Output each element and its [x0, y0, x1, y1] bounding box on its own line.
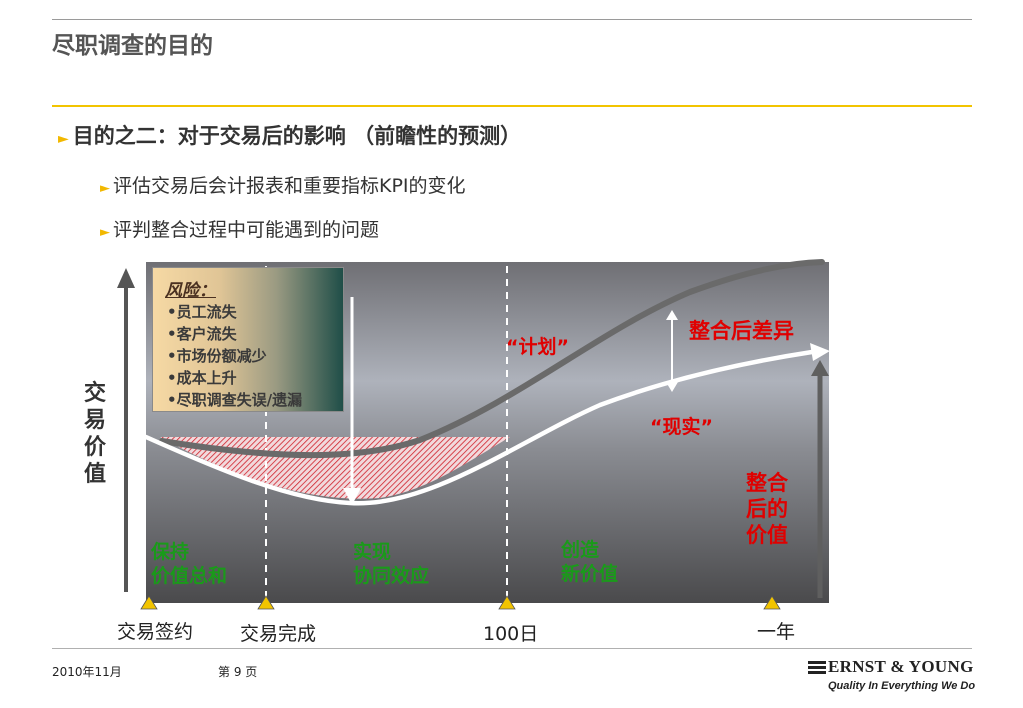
- milestone-triangle-icon: [763, 595, 781, 610]
- phase-line: 创造: [561, 539, 600, 561]
- phase-label: 实现 协同效应: [353, 540, 429, 588]
- milestone-label: 交易签约: [117, 621, 194, 643]
- main-bullet: ► 目的之二：对于交易后的影响 （前瞻性的预测）: [58, 120, 521, 150]
- bullet-triangle-icon: ►: [100, 181, 110, 196]
- risk-item: •员工流失: [167, 303, 237, 321]
- reality-arrow-icon: [810, 343, 830, 361]
- milestone-triangle-icon: [498, 595, 516, 610]
- ey-logo-icon: [808, 661, 826, 674]
- phase-line: 新价值: [561, 563, 619, 585]
- risk-item: •市场份额减少: [167, 347, 267, 365]
- milestone-triangle-icon: [140, 595, 158, 610]
- phase-line: 协同效应: [353, 565, 430, 587]
- value-arrow-icon: [811, 360, 829, 376]
- phase-label: 保持 价值总和: [151, 540, 227, 588]
- footer-page: 第 9 页: [218, 665, 258, 679]
- milestone-triangle-icon: [257, 595, 275, 610]
- milestone-label: 一年: [757, 621, 796, 643]
- risk-item: •尽职调查失误/遗漏: [167, 391, 303, 409]
- gap-arrow-down-icon: [666, 382, 678, 392]
- footer-rule: [52, 648, 972, 649]
- risk-item: •客户流失: [167, 325, 237, 343]
- main-bullet-text: 目的之二：对于交易后的影响 （前瞻性的预测）: [72, 124, 522, 148]
- brand-logo: ERNST & YOUNG Quality In Everything We D…: [806, 656, 976, 696]
- footer-date: 2010年11月: [52, 665, 122, 679]
- bullet-triangle-icon: ►: [100, 225, 110, 240]
- bullet-triangle-icon: ►: [58, 131, 69, 147]
- sub-bullet: ► 评判整合过程中可能遇到的问题: [100, 215, 379, 242]
- phase-line: 实现: [353, 541, 392, 563]
- milestone-label: 交易完成: [240, 623, 317, 645]
- value-label-line: 价值: [746, 523, 788, 547]
- sub-bullet-text: 评判整合过程中可能遇到的问题: [113, 219, 380, 241]
- gap-arrow-up-icon: [666, 310, 678, 320]
- risk-box: 风险： •员工流失 •客户流失 •市场份额减少 •成本上升 •尽职调查失误/遗漏: [152, 267, 344, 412]
- reality-label: “现实”: [650, 416, 713, 438]
- gap-label: 整合后差异: [689, 319, 794, 343]
- milestone-label: 100日: [483, 623, 539, 645]
- phase-line: 保持: [151, 541, 190, 563]
- value-label-line: 整合: [746, 471, 788, 495]
- brand-tagline: Quality In Everything We Do: [828, 680, 976, 692]
- slide-title: 尽职调查的目的: [52, 33, 213, 59]
- title-underline: [52, 105, 972, 107]
- y-axis-arrow-icon: [117, 268, 135, 288]
- value-label-line: 后的: [746, 497, 788, 521]
- post-integration-value-label: 整合 后的 价值: [746, 470, 788, 548]
- sub-bullet-text: 评估交易后会计报表和重要指标KPI的变化: [113, 175, 466, 197]
- y-axis-label: 交易价值: [84, 381, 107, 487]
- brand-name: ERNST & YOUNG: [828, 657, 974, 676]
- plan-label: “计划”: [506, 336, 569, 358]
- phase-line: 价值总和: [151, 565, 228, 587]
- risk-box-title: 风险：: [165, 281, 216, 301]
- risk-arrow-icon: [343, 488, 361, 505]
- phase-label: 创造 新价值: [561, 538, 618, 586]
- top-rule: [52, 19, 972, 20]
- plan-curve: [159, 259, 825, 459]
- risk-item: •成本上升: [167, 369, 237, 387]
- reality-curve: [143, 349, 815, 506]
- sub-bullet: ► 评估交易后会计报表和重要指标KPI的变化: [100, 171, 466, 198]
